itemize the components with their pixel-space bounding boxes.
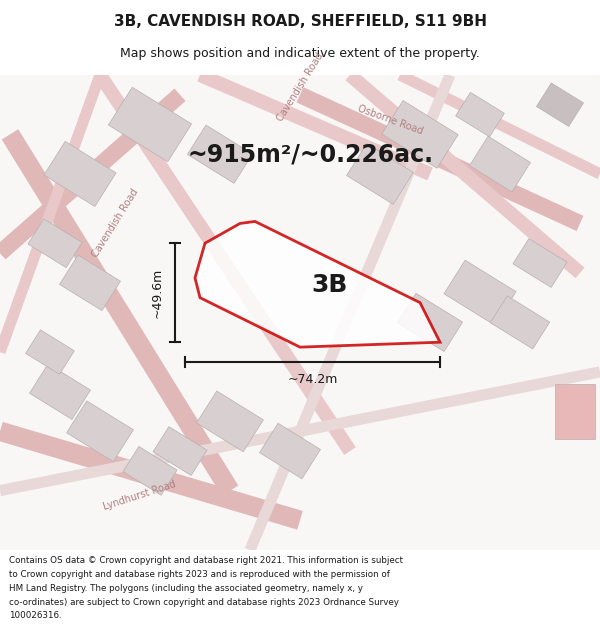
Polygon shape [28,219,82,268]
Polygon shape [109,88,191,162]
Polygon shape [26,330,74,374]
Text: 3B, CAVENDISH ROAD, SHEFFIELD, S11 9BH: 3B, CAVENDISH ROAD, SHEFFIELD, S11 9BH [113,14,487,29]
Polygon shape [536,83,584,126]
Polygon shape [555,384,595,439]
Polygon shape [444,260,516,325]
Polygon shape [59,255,121,311]
Text: 100026316.: 100026316. [9,611,62,621]
Text: Contains OS data © Crown copyright and database right 2021. This information is : Contains OS data © Crown copyright and d… [9,556,403,565]
Text: Osborne Road: Osborne Road [356,103,424,136]
Polygon shape [44,141,116,206]
Text: ~49.6m: ~49.6m [151,268,163,318]
Text: 3B: 3B [312,272,348,297]
Polygon shape [455,92,505,137]
Polygon shape [153,427,207,476]
Text: Cavendish Road: Cavendish Road [90,188,140,259]
Polygon shape [197,391,263,452]
Polygon shape [67,401,133,462]
Text: Lyndhurst Road: Lyndhurst Road [103,479,178,512]
Text: Cavendish Road: Cavendish Road [275,51,325,123]
Text: to Crown copyright and database rights 2023 and is reproduced with the permissio: to Crown copyright and database rights 2… [9,570,390,579]
Text: ~915m²/~0.226ac.: ~915m²/~0.226ac. [187,142,433,166]
Polygon shape [260,423,320,479]
Polygon shape [187,125,253,183]
Polygon shape [123,446,177,495]
Polygon shape [470,136,530,192]
Text: HM Land Registry. The polygons (including the associated geometry, namely x, y: HM Land Registry. The polygons (includin… [9,584,363,592]
Polygon shape [397,293,463,351]
Polygon shape [195,221,440,347]
Polygon shape [29,364,91,419]
Polygon shape [347,144,413,204]
Text: co-ordinates) are subject to Crown copyright and database rights 2023 Ordnance S: co-ordinates) are subject to Crown copyr… [9,598,399,607]
Text: ~74.2m: ~74.2m [287,373,338,386]
Polygon shape [382,101,458,168]
Polygon shape [513,239,567,288]
Text: Map shows position and indicative extent of the property.: Map shows position and indicative extent… [120,48,480,61]
Polygon shape [490,296,550,349]
